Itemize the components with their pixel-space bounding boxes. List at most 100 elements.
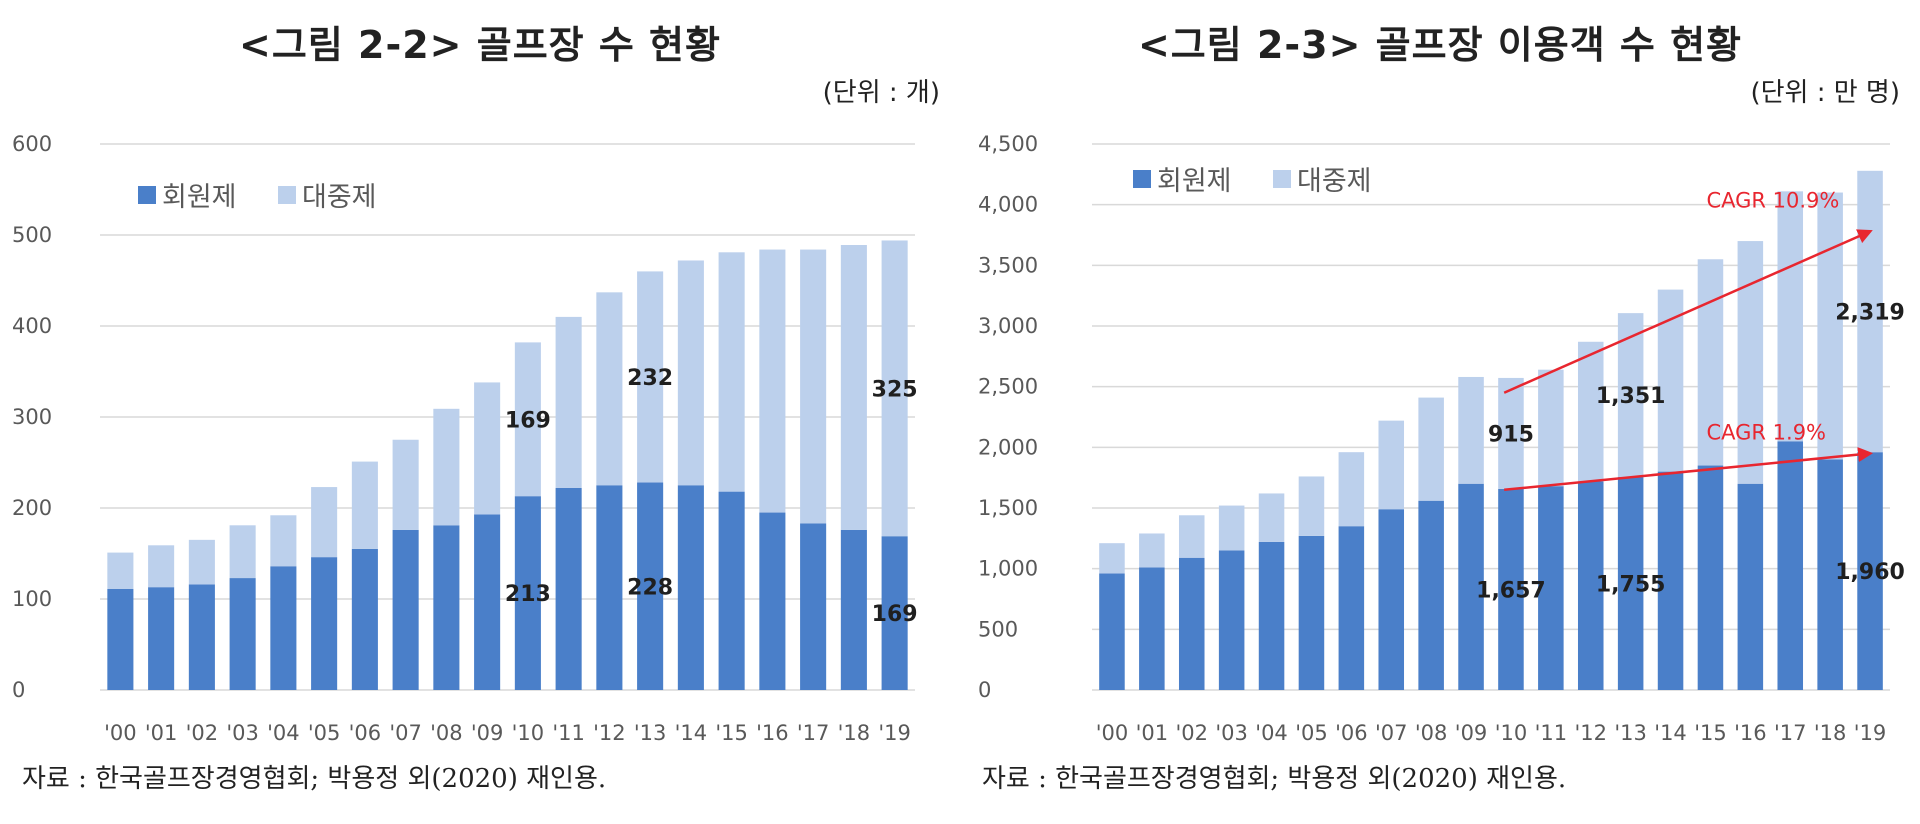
bar-membership: [148, 587, 175, 690]
y-tick-label: 400: [12, 314, 52, 338]
bar-membership: [1577, 481, 1604, 690]
bar-public: [1139, 533, 1165, 568]
y-tick-label: 4,500: [978, 132, 1038, 156]
golf-visitor-count-chart: 0 500 1,000 1,500 2,000 2,500 3,000 3,500 4,000 4…: [978, 132, 1905, 745]
bar-membership: [1178, 557, 1205, 690]
bar-membership: [1498, 488, 1524, 690]
bar-public: [759, 249, 786, 513]
x-tick-label: '14: [675, 721, 708, 745]
bar-public: [351, 461, 378, 549]
golf-course-count-chart: 0 100 200 300 400 500 600 '00 '01 '02 '03 '04 '05 '06…: [12, 132, 918, 745]
x-tick-label: '16: [756, 721, 789, 745]
bar-membership: [1777, 441, 1804, 690]
bar-public: [840, 245, 867, 530]
y-tick-label: 0: [12, 678, 25, 702]
bar-public: [1178, 515, 1205, 558]
x-tick-label: '13: [634, 721, 667, 745]
bar-membership: [800, 523, 827, 690]
data-label: 1,351: [1596, 384, 1666, 409]
bar-public: [1298, 476, 1325, 536]
bar-public: [188, 539, 215, 585]
bar-public: [718, 252, 745, 492]
legend-label: 대중제: [1297, 166, 1372, 197]
bar-membership: [1737, 483, 1764, 690]
bar-public: [1697, 259, 1724, 466]
bar-public: [1857, 170, 1883, 453]
y-tick-label: 3,500: [978, 253, 1038, 277]
bar-membership: [840, 529, 867, 690]
data-label: 325: [872, 377, 918, 402]
y-tick-label: 500: [12, 223, 52, 247]
bar-membership: [555, 487, 582, 690]
bar-membership: [1218, 550, 1245, 690]
bar-public: [229, 525, 256, 579]
x-tick-label: '09: [1455, 721, 1488, 745]
bar-public: [474, 382, 501, 515]
y-tick-label: 2,500: [978, 375, 1038, 399]
bar-public: [1777, 191, 1804, 442]
unit-label: (단위 : 만 명): [1750, 78, 1900, 108]
y-tick-label: 1,000: [978, 557, 1038, 581]
x-tick-label: '08: [430, 721, 463, 745]
right-chart-panel: <그림 2-3> 골프장 이용객 수 현황 (단위 : 만 명) 0 500 1,0…: [960, 0, 1920, 824]
bar-public: [800, 249, 827, 524]
bar-membership: [718, 491, 745, 690]
x-tick-label: '19: [1854, 721, 1887, 745]
y-tick-label: 0: [978, 678, 991, 702]
legend-label: 회원제: [162, 182, 237, 213]
cagr-arrow: [1504, 447, 1874, 492]
bar-membership: [596, 485, 623, 690]
bar-membership: [1458, 483, 1484, 690]
x-tick-label: '06: [349, 721, 382, 745]
bar-membership: [881, 536, 908, 690]
x-tick-label: '15: [1694, 721, 1727, 745]
x-tick-label: '02: [186, 721, 219, 745]
x-tick-label: '06: [1335, 721, 1368, 745]
y-tick-label: 1,500: [978, 496, 1038, 520]
x-tick-label: '02: [1176, 721, 1209, 745]
x-tick-label: '03: [226, 721, 259, 745]
legend-swatch: [278, 186, 296, 204]
x-tick-label: '07: [389, 721, 422, 745]
bar-public: [270, 515, 297, 567]
y-tick-label: 500: [978, 617, 1018, 641]
x-tick-label: '11: [552, 721, 585, 745]
data-label: 2,319: [1835, 301, 1905, 326]
bar-membership: [229, 578, 256, 690]
bar-membership: [637, 482, 664, 690]
x-tick-label: '00: [104, 721, 137, 745]
bar-membership: [1617, 477, 1644, 690]
bar-membership: [1538, 486, 1564, 690]
bar-membership: [759, 512, 786, 690]
data-label: 228: [627, 575, 673, 600]
bar-membership: [1338, 526, 1365, 690]
bar-membership: [188, 584, 215, 690]
bar-public: [596, 292, 623, 486]
y-tick-label: 300: [12, 405, 52, 429]
y-tick-label: 600: [12, 132, 52, 156]
bar-membership: [1697, 465, 1724, 690]
bar-membership: [514, 496, 541, 690]
data-label: 232: [627, 366, 673, 391]
bar-membership: [392, 529, 419, 690]
x-tick-label: '17: [797, 721, 830, 745]
bar-membership: [1857, 452, 1883, 690]
bar-public: [555, 316, 582, 488]
bar-public: [311, 487, 338, 558]
bar-public: [1418, 397, 1444, 501]
bar-public: [637, 271, 664, 483]
x-tick-label: '19: [878, 721, 911, 745]
bar-public: [1577, 341, 1604, 482]
x-tick-label: '04: [1255, 721, 1288, 745]
x-tick-label: '08: [1415, 721, 1448, 745]
cagr-label: CAGR 10.9%: [1706, 188, 1839, 212]
bar-public: [1498, 377, 1524, 489]
bar-membership: [1817, 459, 1843, 690]
bar-membership: [677, 485, 704, 690]
left-chart-panel: <그림 2-2> 골프장 수 현황 (단위 : 개) 0 100 200 300 400…: [12, 23, 940, 794]
bar-public: [881, 240, 908, 537]
x-tick-label: '01: [145, 721, 178, 745]
x-tick-label: '14: [1654, 721, 1687, 745]
bar-public: [1817, 192, 1843, 460]
x-tick-label: '18: [1814, 721, 1847, 745]
